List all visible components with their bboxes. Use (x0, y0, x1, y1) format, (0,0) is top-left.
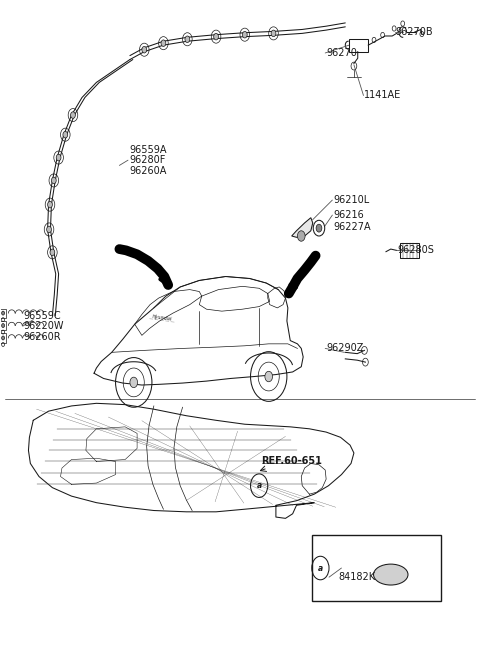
Text: 96559A: 96559A (129, 145, 167, 155)
Text: 96220W: 96220W (24, 321, 64, 331)
Circle shape (298, 231, 305, 241)
Circle shape (130, 377, 138, 388)
Circle shape (242, 31, 247, 38)
Bar (312, 535, 441, 601)
Circle shape (56, 155, 61, 161)
Text: 96290Z: 96290Z (326, 343, 363, 354)
Text: 96260A: 96260A (129, 166, 167, 176)
Text: REF.60-651: REF.60-651 (262, 457, 323, 466)
Bar (0, 309, 6, 318)
Text: 96270: 96270 (326, 48, 357, 58)
Circle shape (63, 132, 68, 138)
Text: a: a (318, 563, 323, 572)
Circle shape (271, 30, 276, 37)
Text: 96280F: 96280F (129, 155, 165, 165)
Polygon shape (292, 217, 313, 237)
Circle shape (51, 177, 56, 183)
Text: 96210L: 96210L (333, 195, 370, 205)
Circle shape (48, 201, 52, 208)
Bar (400, 242, 420, 258)
Text: a: a (257, 481, 262, 490)
Circle shape (47, 226, 51, 233)
Text: 1141AE: 1141AE (364, 90, 402, 100)
Text: 96559C: 96559C (24, 310, 61, 321)
Circle shape (142, 47, 147, 53)
Circle shape (161, 40, 166, 47)
Text: Hyundai: Hyundai (152, 314, 172, 322)
Bar (0, 321, 6, 330)
Circle shape (265, 371, 273, 382)
Bar (0, 333, 6, 343)
Circle shape (50, 249, 55, 255)
Text: 96216: 96216 (333, 210, 364, 220)
Circle shape (185, 36, 190, 43)
Text: 96260R: 96260R (24, 331, 61, 342)
Bar (349, 39, 368, 52)
Circle shape (1, 336, 4, 340)
Text: 96280S: 96280S (397, 246, 434, 255)
Text: 96227A: 96227A (333, 223, 371, 233)
Circle shape (1, 324, 4, 328)
Text: 84182K: 84182K (338, 572, 375, 582)
Circle shape (71, 112, 75, 119)
Circle shape (214, 33, 218, 40)
Ellipse shape (373, 564, 408, 585)
Circle shape (1, 311, 4, 315)
Circle shape (316, 224, 322, 232)
Text: 96270B: 96270B (396, 27, 433, 37)
Text: — — — — —: — — — — — (149, 316, 175, 324)
